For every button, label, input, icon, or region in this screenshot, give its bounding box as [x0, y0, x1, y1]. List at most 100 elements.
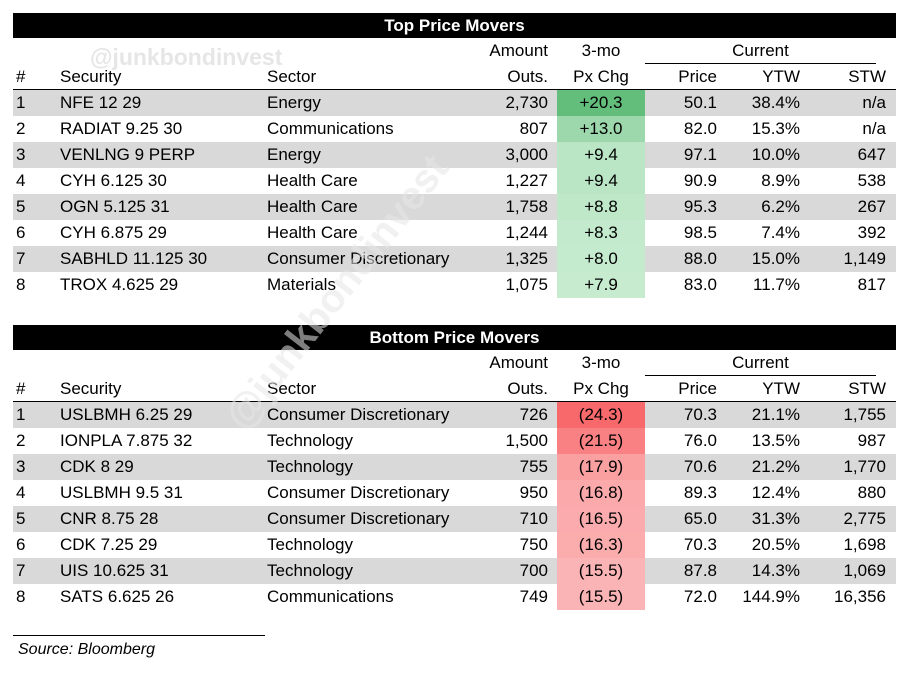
- row-ytw: 15.0%: [751, 249, 800, 268]
- row-num: 8: [16, 587, 26, 606]
- row-ytw: 10.0%: [751, 145, 800, 164]
- row-sector: Materials: [267, 275, 336, 294]
- row-stw: n/a: [862, 119, 886, 138]
- row-security: SABHLD 11.125 30: [60, 249, 208, 268]
- row-num: 5: [16, 509, 26, 528]
- row-price: 90.9: [683, 171, 717, 190]
- header-px-chg: Px Chg: [573, 67, 629, 86]
- row-sector: Energy: [267, 145, 321, 164]
- row-amount: 1,227: [505, 171, 548, 190]
- row-price: 70.6: [683, 457, 717, 476]
- top-header-row-1: Amount 3-mo Current: [13, 38, 896, 64]
- row-security: CYH 6.875 29: [60, 223, 167, 242]
- current-underline: [645, 63, 876, 64]
- row-price: 98.5: [683, 223, 717, 242]
- row-sector: Consumer Discretionary: [267, 483, 450, 502]
- header-ytw: YTW: [762, 67, 800, 86]
- row-px-chg: +7.9: [557, 272, 645, 298]
- row-ytw: 13.5%: [751, 431, 800, 450]
- row-amount: 1,075: [505, 275, 548, 294]
- row-px-chg: +8.3: [557, 220, 645, 246]
- row-price: 50.1: [683, 93, 717, 112]
- row-px-chg: (16.8): [557, 480, 645, 506]
- row-stw: 267: [857, 197, 886, 216]
- row-price: 95.3: [683, 197, 717, 216]
- row-stw: 2,775: [843, 509, 886, 528]
- header-px-chg: Px Chg: [573, 379, 629, 398]
- header-num: #: [16, 379, 26, 398]
- header-3mo: 3-mo: [581, 41, 621, 60]
- row-ytw: 21.1%: [751, 405, 800, 424]
- row-price: 83.0: [683, 275, 717, 294]
- row-security: CDK 8 29: [60, 457, 134, 476]
- row-stw: 880: [857, 483, 886, 502]
- row-px-chg: +20.3: [557, 90, 645, 116]
- row-num: 3: [16, 457, 26, 476]
- top-movers-table: Top Price Movers Amount 3-mo Current # S…: [13, 13, 896, 298]
- header-outs: Outs.: [507, 67, 548, 86]
- row-price: 65.0: [683, 509, 717, 528]
- table-row: 4 USLBMH 9.5 31 Consumer Discretionary 950 (…: [13, 480, 896, 506]
- table-row: 1 NFE 12 29 Energy 2,730 +20.3 50.1 38.4% n/a: [13, 90, 896, 116]
- bottom-movers-table: Bottom Price Movers Amount 3-mo Current …: [13, 325, 896, 610]
- header-security: Security: [60, 67, 122, 86]
- row-stw: 1,149: [843, 249, 886, 268]
- row-amount: 1,325: [505, 249, 548, 268]
- row-price: 82.0: [683, 119, 717, 138]
- row-px-chg: (16.3): [557, 532, 645, 558]
- row-px-chg: (21.5): [557, 428, 645, 454]
- row-stw: 1,770: [843, 457, 886, 476]
- row-amount: 950: [519, 483, 548, 502]
- bottom-movers-title: Bottom Price Movers: [13, 325, 896, 350]
- row-sector: Consumer Discretionary: [267, 509, 450, 528]
- header-security: Security: [60, 379, 122, 398]
- row-sector: Consumer Discretionary: [267, 249, 450, 268]
- row-sector: Technology: [267, 431, 354, 450]
- row-stw: 538: [857, 171, 886, 190]
- row-security: NFE 12 29: [60, 93, 142, 112]
- top-header-row-2: # Security Sector Outs. Px Chg Price YTW…: [13, 64, 896, 90]
- row-sector: Health Care: [267, 171, 358, 190]
- row-ytw: 15.3%: [751, 119, 800, 138]
- header-divider: [13, 89, 896, 90]
- row-px-chg: +13.0: [557, 116, 645, 142]
- row-amount: 1,244: [505, 223, 548, 242]
- row-stw: 1,069: [843, 561, 886, 580]
- row-stw: n/a: [862, 93, 886, 112]
- row-amount: 1,500: [505, 431, 548, 450]
- header-num: #: [16, 67, 26, 86]
- header-amount: Amount: [489, 41, 548, 60]
- row-sector: Technology: [267, 561, 354, 580]
- row-ytw: 20.5%: [751, 535, 800, 554]
- row-amount: 807: [519, 119, 548, 138]
- row-stw: 987: [857, 431, 886, 450]
- row-price: 88.0: [683, 249, 717, 268]
- bottom-rows: 1 USLBMH 6.25 29 Consumer Discretionary 726…: [13, 402, 896, 610]
- header-ytw: YTW: [762, 379, 800, 398]
- row-ytw: 8.9%: [761, 171, 800, 190]
- row-sector: Consumer Discretionary: [267, 405, 450, 424]
- row-px-chg: (17.9): [557, 454, 645, 480]
- row-amount: 726: [519, 405, 548, 424]
- row-ytw: 6.2%: [761, 197, 800, 216]
- row-amount: 2,730: [505, 93, 548, 112]
- row-security: CYH 6.125 30: [60, 171, 167, 190]
- row-ytw: 38.4%: [751, 93, 800, 112]
- table-row: 3 CDK 8 29 Technology 755 (17.9) 70.6 21.2% 1,7…: [13, 454, 896, 480]
- row-num: 1: [16, 93, 26, 112]
- row-ytw: 11.7%: [753, 275, 800, 294]
- row-security: USLBMH 9.5 31: [60, 483, 183, 502]
- row-price: 89.3: [683, 483, 717, 502]
- row-amount: 749: [519, 587, 548, 606]
- row-stw: 817: [857, 275, 886, 294]
- row-amount: 1,758: [505, 197, 548, 216]
- row-num: 2: [16, 119, 26, 138]
- row-px-chg: +8.0: [557, 246, 645, 272]
- row-sector: Technology: [267, 535, 354, 554]
- row-num: 5: [16, 197, 26, 216]
- row-price: 76.0: [683, 431, 717, 450]
- row-sector: Health Care: [267, 223, 358, 242]
- row-num: 8: [16, 275, 26, 294]
- row-ytw: 31.3%: [751, 509, 800, 528]
- current-underline: [645, 375, 876, 376]
